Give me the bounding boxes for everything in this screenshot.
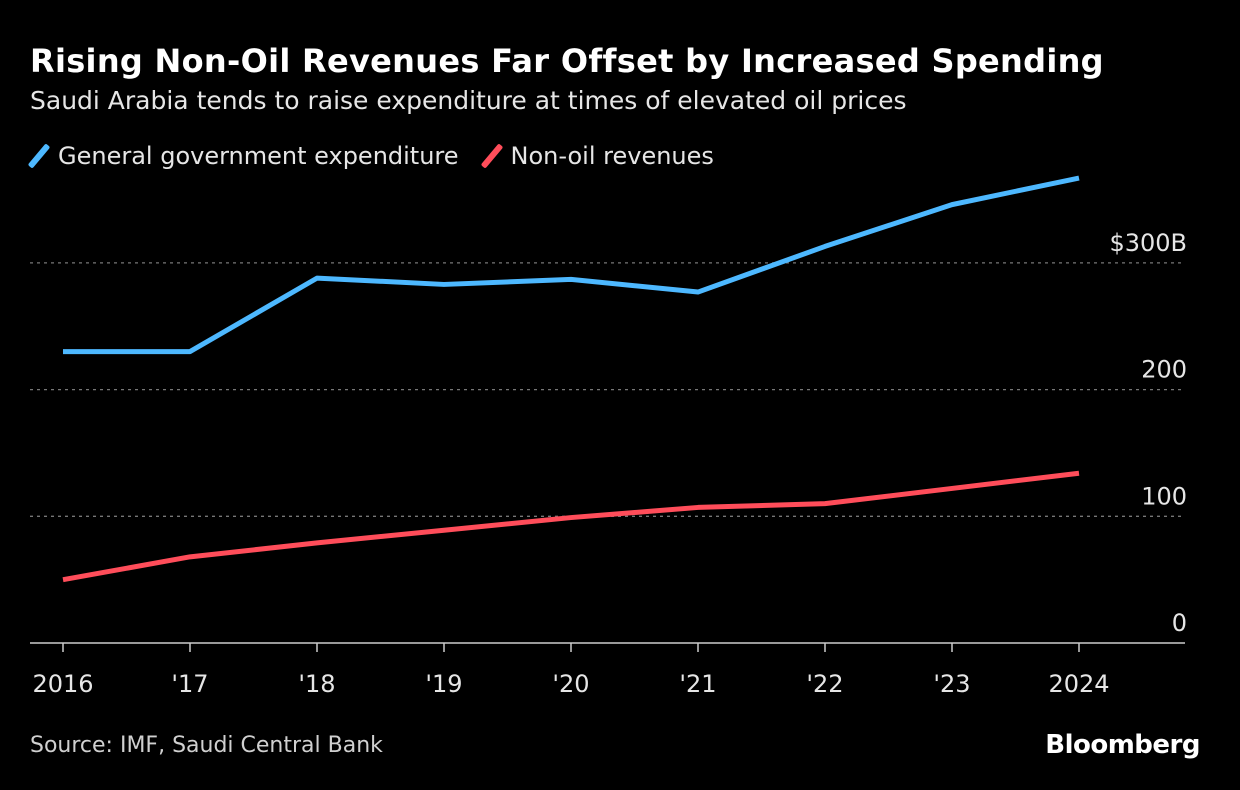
y-tick-label: 0 — [1172, 609, 1187, 637]
x-tick-label: 2016 — [32, 670, 93, 698]
y-tick-label: 100 — [1141, 482, 1187, 510]
x-tick-label: 2024 — [1048, 670, 1109, 698]
legend-label-nonoil: Non-oil revenues — [510, 142, 714, 170]
x-tick-label: '22 — [806, 670, 843, 698]
legend-item-nonoil: Non-oil revenues — [480, 142, 714, 170]
chart-title: Rising Non-Oil Revenues Far Offset by In… — [30, 42, 1104, 80]
series-line-nonoil-revenues — [62, 470, 1080, 583]
x-tick-label: '17 — [171, 670, 208, 698]
x-tick-label: '20 — [552, 670, 589, 698]
legend-item-expenditure: General government expenditure — [27, 142, 459, 170]
y-tick-label: 200 — [1141, 356, 1187, 384]
source-note: Source: IMF, Saudi Central Bank — [30, 733, 383, 758]
chart-subtitle: Saudi Arabia tends to raise expenditure … — [30, 86, 907, 115]
legend: General government expenditure Non-oil r… — [27, 142, 714, 170]
series-line-expenditure — [63, 175, 1080, 355]
legend-label-expenditure: General government expenditure — [58, 142, 459, 170]
x-tick-label: '18 — [298, 670, 335, 698]
x-tick-label: '19 — [425, 670, 462, 698]
x-tick-label: '23 — [933, 670, 970, 698]
y-tick-label: $300B — [1109, 229, 1187, 257]
x-tick-label: '21 — [679, 670, 716, 698]
bloomberg-logo: Bloomberg — [1045, 730, 1200, 760]
